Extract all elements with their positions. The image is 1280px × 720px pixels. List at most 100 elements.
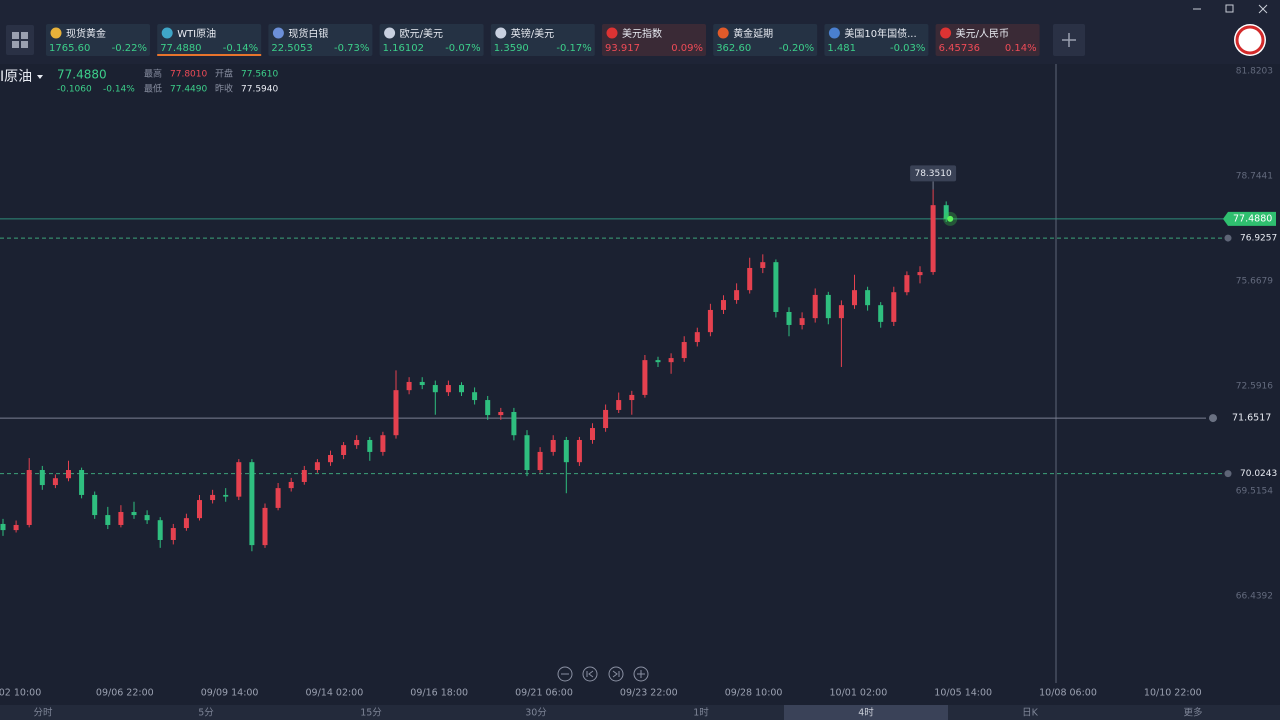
ticker-icon (272, 27, 284, 39)
ticker-icon (940, 27, 952, 39)
candle-body (943, 205, 949, 219)
ticker-name: 欧元/美元 (400, 27, 443, 40)
x-tick-label: 09/28 10:00 (725, 688, 783, 699)
ticker-name: WTI原油 (177, 27, 216, 40)
ticker-change: -0.20% (779, 43, 814, 54)
candle-body (694, 332, 700, 343)
ticker-icon (161, 27, 173, 39)
candle-body (328, 455, 333, 463)
symbol-dropdown[interactable] (37, 75, 43, 79)
x-tick-label: 10/01 02:00 (830, 688, 888, 699)
candle-body (524, 435, 530, 471)
candle-body (734, 290, 740, 301)
window-controls[interactable] (1193, 4, 1268, 14)
candle-body (66, 470, 71, 479)
candle-body (288, 481, 294, 489)
candle-body (79, 470, 85, 495)
ticker-selected-underline (157, 54, 262, 56)
ticker-name: 现货黄金 (66, 27, 106, 40)
ticker-name: 美元指数 (622, 27, 662, 40)
candle-body (144, 515, 150, 521)
candle-body (432, 385, 438, 393)
symbol: I原油 (0, 69, 32, 85)
ticker-tile[interactable] (379, 24, 484, 56)
ticker-change: -0.17% (556, 43, 591, 54)
ticker-tile[interactable] (268, 24, 373, 56)
candle-body (118, 512, 124, 525)
x-tick-label: 09/16 18:00 (410, 688, 468, 699)
last-price-tag (1223, 211, 1276, 226)
menu-button[interactable] (6, 25, 34, 55)
x-tick-label: 10/08 06:00 (1039, 688, 1097, 699)
ticker-change: -0.07% (445, 43, 480, 54)
zoom-controls[interactable] (557, 666, 649, 682)
period-tab[interactable]: 分时 (33, 707, 53, 719)
candle-body (812, 294, 818, 319)
ticker-change: 0.14% (1005, 43, 1037, 54)
crosshair-label: 71.6517 (1232, 413, 1271, 424)
field-label: 最高 (144, 68, 162, 80)
candle-body (773, 262, 779, 312)
candle-body (498, 411, 504, 416)
y-tick-label: 81.8203 (1236, 67, 1273, 77)
ticker-price: 77.4880 (160, 43, 201, 54)
ticker-price: 1.16102 (383, 43, 424, 54)
candle-body (459, 385, 464, 393)
alert-bell (1224, 470, 1232, 478)
candle-body (799, 318, 805, 325)
x-tick-label: 10/05 14:00 (934, 688, 992, 699)
candle-body (131, 512, 137, 516)
candle-body (904, 275, 910, 293)
y-tick-label: 66.4392 (1236, 591, 1273, 601)
candle-body (511, 411, 517, 436)
high-tooltip (910, 165, 957, 182)
logo (1234, 24, 1266, 56)
candle-body (275, 488, 281, 508)
field-value: 77.4490 (170, 85, 207, 95)
ticker-tile[interactable] (824, 24, 929, 56)
period-tab[interactable]: 4时 (858, 707, 874, 719)
x-tick-label: 09/09 14:00 (201, 688, 259, 699)
candle-body (878, 305, 884, 322)
candle-body (550, 439, 556, 452)
y-tick-label: 75.6679 (1236, 277, 1273, 287)
candle-body (629, 394, 635, 401)
period-tab[interactable]: 更多 (1183, 707, 1202, 719)
add-button[interactable] (1053, 24, 1085, 56)
period-tab[interactable]: 5分 (198, 708, 214, 719)
period-tab[interactable]: 日K (1022, 708, 1039, 719)
alert-label: 76.9257 (1240, 234, 1277, 244)
ticker-icon (495, 27, 507, 39)
ticker-tile[interactable] (935, 24, 1040, 56)
candle-body (537, 451, 543, 471)
candle-body (419, 381, 425, 386)
period-tab[interactable]: 1时 (693, 707, 709, 719)
quote-change-pct: -0.14% (103, 85, 135, 95)
ticker-price: 93.917 (605, 43, 640, 54)
ticker-tile[interactable] (602, 24, 706, 56)
x-tick-label: 09/14 02:00 (306, 688, 364, 699)
alert-bell (1224, 234, 1232, 242)
candle-body (301, 470, 307, 482)
alert-label: 70.0243 (1240, 469, 1277, 479)
y-tick-label: 69.5154 (1236, 486, 1273, 496)
crosshair-bell (1209, 414, 1217, 423)
candle-body (26, 470, 32, 525)
ticker-tile[interactable] (46, 24, 150, 56)
period-tab[interactable]: 30分 (525, 708, 547, 719)
period-tab[interactable]: 15分 (360, 708, 382, 719)
period-selected (784, 705, 948, 720)
candle-body (721, 300, 726, 310)
candle-body (223, 494, 229, 497)
ticker-tile[interactable] (490, 24, 595, 56)
high-label: 78.3510 (914, 169, 951, 179)
candle-body (157, 520, 163, 540)
x-tick-label: 09/21 06:00 (515, 688, 573, 699)
ticker-tile[interactable] (713, 24, 818, 56)
candle-body (0, 523, 6, 531)
candle-body (380, 435, 386, 452)
field-label: 最低 (144, 83, 162, 95)
candle-body (236, 462, 242, 497)
candle-body (865, 290, 871, 306)
ticker-tile[interactable] (157, 24, 262, 56)
